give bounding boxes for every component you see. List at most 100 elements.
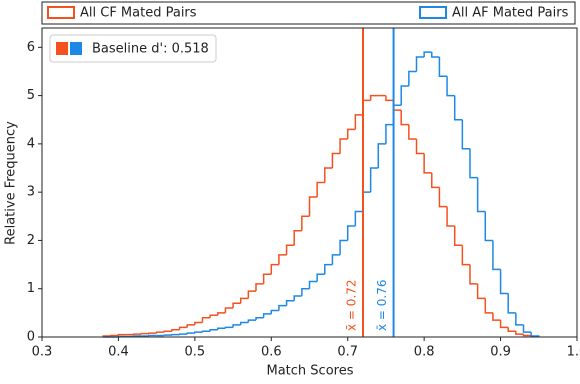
legend-label: All CF Mated Pairs (80, 6, 197, 21)
histogram-step (332, 154, 340, 168)
histogram-step (157, 332, 165, 333)
histogram-step (225, 327, 233, 328)
histogram-step (401, 110, 409, 124)
histogram-step (294, 231, 302, 245)
histogram-step (439, 187, 447, 206)
histogram-step (317, 274, 325, 281)
x-tick-label: 0.5 (185, 345, 206, 360)
histogram-step (432, 52, 440, 57)
histogram-step (363, 100, 371, 114)
histogram-step (524, 334, 532, 335)
x-tick-label: 0.7 (337, 345, 358, 360)
histogram-step (187, 325, 195, 327)
histogram-step (439, 57, 447, 76)
y-tick-label: 3 (27, 185, 35, 200)
y-tick-label: 4 (27, 136, 35, 151)
histogram-step (256, 284, 264, 291)
mean-label: x̄ = 0.76 (375, 279, 389, 331)
histogram-step (485, 298, 493, 312)
mean-label: x̄ = 0.72 (345, 279, 359, 331)
histogram-step (485, 211, 493, 240)
histogram-step (233, 303, 241, 308)
histogram-step (363, 192, 371, 211)
histogram-step (218, 328, 226, 329)
x-tick-label: 0.6 (261, 345, 282, 360)
inner-legend-swatch (56, 42, 68, 55)
inner-legend-label: Baseline d': 0.518 (92, 42, 209, 57)
histogram-step (248, 291, 256, 298)
histogram-step (325, 168, 333, 182)
histogram-step (340, 240, 348, 254)
histogram-step (317, 183, 325, 197)
histogram-step (210, 315, 218, 317)
histogram-step (172, 330, 180, 331)
histogram-step (203, 331, 211, 332)
histogram-step (378, 144, 386, 168)
histogram-step (271, 265, 279, 275)
histogram-step (516, 331, 524, 334)
histogram-step (462, 245, 470, 264)
histogram-step (294, 296, 302, 301)
histogram-step (325, 265, 333, 275)
histogram-step (310, 197, 318, 216)
histogram-step (287, 245, 295, 255)
histogram-step (455, 96, 463, 120)
histogram-step (164, 331, 172, 332)
histogram-step (493, 240, 501, 269)
histogram-step (516, 313, 524, 325)
histogram-step (203, 318, 211, 323)
histogram-step (348, 129, 356, 139)
histogram-step (218, 313, 226, 315)
histogram-step (493, 313, 501, 320)
y-tick-label: 2 (27, 233, 35, 248)
histogram-step (210, 330, 218, 331)
histogram-step (386, 125, 394, 144)
histogram-step (287, 301, 295, 306)
histogram-step (386, 96, 394, 101)
histogram-step (241, 298, 249, 303)
histogram-step (233, 325, 241, 327)
y-tick-label: 0 (27, 330, 35, 345)
histogram-step (340, 139, 348, 153)
histogram-step (371, 168, 379, 192)
histogram-step (455, 226, 463, 245)
histogram-step (310, 281, 318, 288)
histogram-step (355, 211, 363, 225)
plot-frame (42, 28, 577, 337)
histogram-step (302, 289, 310, 296)
histogram-step (348, 226, 356, 240)
histogram-step (394, 105, 402, 124)
x-tick-label: 0.4 (108, 345, 129, 360)
histogram-step (279, 306, 287, 311)
y-tick-label: 6 (27, 40, 35, 55)
histogram-step (417, 139, 425, 153)
histogram-step (470, 265, 478, 284)
histogram-step (332, 255, 340, 265)
histogram-step (195, 332, 203, 333)
histogram-series (103, 52, 539, 337)
histogram-step (355, 115, 363, 129)
histogram-step (195, 323, 203, 325)
histogram-step (470, 149, 478, 178)
histogram-step (241, 323, 249, 325)
histogram-step (447, 76, 455, 95)
histogram-step (248, 320, 256, 322)
histogram-step (524, 325, 532, 332)
histogram-step (225, 308, 233, 313)
legend-label: All AF Mated Pairs (452, 6, 569, 21)
histogram-step (501, 320, 509, 327)
x-tick-label: 0.8 (414, 345, 435, 360)
x-tick-label: 1.0 (567, 345, 580, 360)
histogram-step (478, 178, 486, 212)
y-tick-label: 1 (27, 281, 35, 296)
x-axis-label: Match Scores (267, 364, 354, 379)
histogram-step (302, 216, 310, 230)
y-tick-label: 5 (27, 88, 35, 103)
inner-legend-swatch (70, 42, 82, 55)
x-tick-label: 0.9 (490, 345, 511, 360)
histogram-step (409, 125, 417, 139)
histogram-step (447, 207, 455, 226)
histogram-step (424, 52, 432, 57)
